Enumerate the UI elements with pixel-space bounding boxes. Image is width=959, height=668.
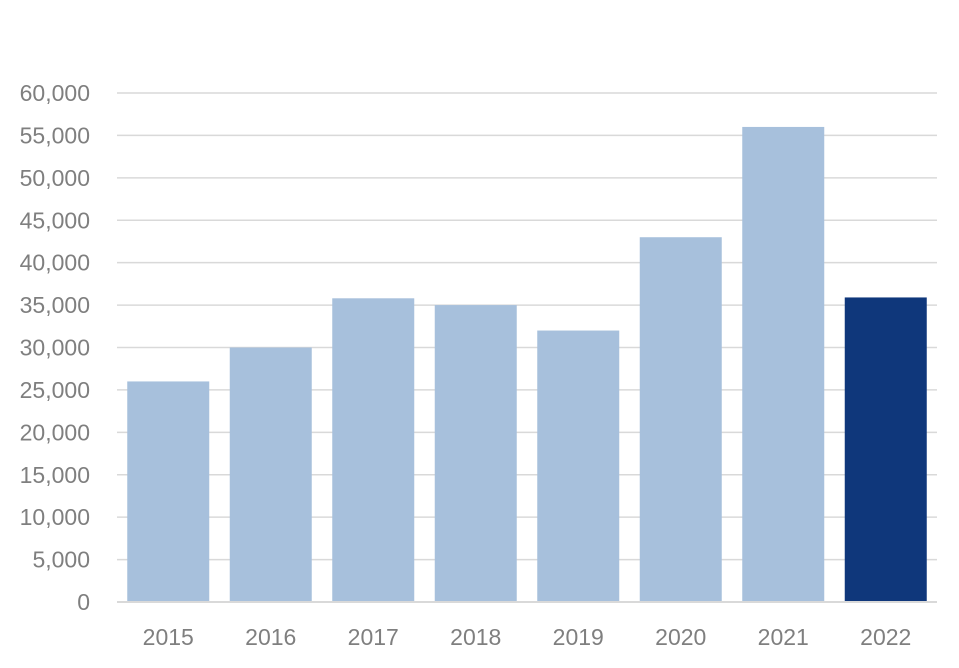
y-tick-label: 40,000 (20, 250, 90, 276)
x-tick-label: 2022 (860, 624, 911, 650)
x-tick-label: 2016 (245, 624, 296, 650)
y-tick-label: 5,000 (32, 547, 90, 573)
x-tick-label: 2019 (553, 624, 604, 650)
x-axis-tick-labels: 2015 2016 2017 2018 2019 2020 2021 2022 (143, 624, 912, 650)
x-tick-label: 2021 (758, 624, 809, 650)
x-tick-label: 2018 (450, 624, 501, 650)
y-tick-label: 0 (77, 589, 90, 615)
y-tick-label: 50,000 (20, 165, 90, 191)
bar-2017 (332, 298, 415, 602)
bar-2021 (742, 126, 825, 602)
y-tick-label: 10,000 (20, 504, 90, 530)
x-tick-label: 2017 (348, 624, 399, 650)
bar-2019 (537, 330, 620, 602)
y-tick-label: 35,000 (20, 292, 90, 318)
bar-2016 (229, 347, 312, 602)
bar-2020 (639, 237, 722, 602)
y-tick-label: 30,000 (20, 335, 90, 361)
y-tick-label: 25,000 (20, 377, 90, 403)
x-tick-label: 2020 (655, 624, 706, 650)
y-tick-label: 20,000 (20, 419, 90, 445)
y-tick-label: 55,000 (20, 122, 90, 148)
y-axis-tick-labels: 0 5,000 10,000 15,000 20,000 25,000 30,000 35,0… (20, 80, 90, 615)
y-tick-label: 60,000 (20, 80, 90, 106)
y-tick-label: 15,000 (20, 462, 90, 488)
y-tick-label: 45,000 (20, 207, 90, 233)
x-tick-label: 2015 (143, 624, 194, 650)
bar-2022 (844, 297, 927, 602)
bars (127, 126, 927, 602)
bar-2018 (434, 305, 517, 602)
bar-2015 (127, 381, 210, 602)
